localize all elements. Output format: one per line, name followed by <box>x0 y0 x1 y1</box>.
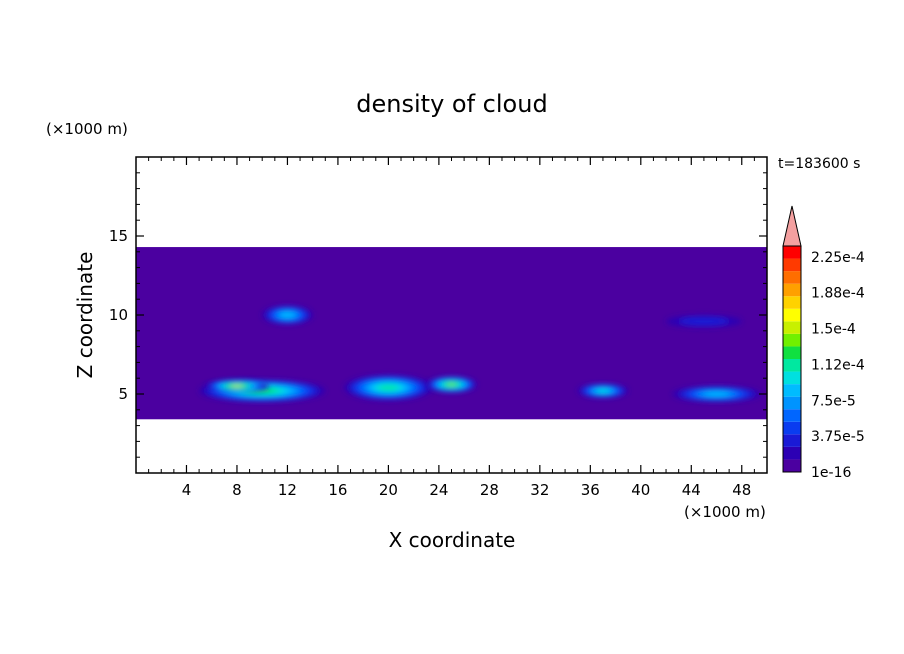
cloud-feature <box>577 383 629 398</box>
colorbar-segment <box>783 371 801 385</box>
x-axis: 4 8 12 16 20 24 28 32 36 40 44 48 <box>148 157 755 499</box>
x-tick-label: 4 <box>182 481 192 499</box>
y-tick-label: 5 <box>118 385 128 403</box>
time-label: t=183600 s <box>778 156 860 172</box>
y-tick-label: 15 <box>109 227 128 245</box>
colorbar-segment <box>783 359 801 372</box>
cloud-feature <box>262 305 313 325</box>
colorbar-segment <box>783 346 801 359</box>
colorbar-label: 7.5e-5 <box>811 393 856 409</box>
x-axis-label: X coordinate <box>389 528 516 552</box>
colorbar-segment <box>783 296 801 309</box>
cloud-feature <box>205 379 269 393</box>
x-tick-label: 20 <box>379 481 398 499</box>
y-tick-label: 10 <box>109 306 128 324</box>
colorbar-segment <box>783 421 801 435</box>
colorbar-segment <box>783 459 801 472</box>
colorbar-segment <box>783 271 801 284</box>
cloud-contour <box>280 312 295 318</box>
colorbar-segment <box>783 258 801 272</box>
colorbar-label: 1.12e-4 <box>811 357 865 373</box>
x-tick-label: 32 <box>530 481 549 499</box>
colorbar-segment <box>783 384 801 397</box>
colorbar-label: 3.75e-5 <box>811 429 865 445</box>
x-tick-label: 36 <box>581 481 600 499</box>
colorbar-label: 1.5e-4 <box>811 322 856 338</box>
cloud-contour <box>446 383 457 386</box>
x-tick-label: 28 <box>480 481 499 499</box>
colorbar-frame <box>782 245 802 473</box>
colorbar-segment <box>783 283 801 297</box>
colorbar-label: 1.88e-4 <box>811 286 865 302</box>
cloud-density-field <box>136 247 767 420</box>
cloud-contour <box>678 317 730 326</box>
colorbar-extend-arrow <box>782 205 802 247</box>
colorbar-segment <box>783 446 801 460</box>
colorbar-segment <box>783 308 801 322</box>
x-tick-label: 40 <box>631 481 650 499</box>
colorbar-segment <box>783 321 801 334</box>
cloud-feature <box>426 376 477 393</box>
x-tick-label: 12 <box>278 481 297 499</box>
colorbar-segment <box>783 333 801 347</box>
chart-title: density of cloud <box>356 90 547 118</box>
x-tick-label: 48 <box>732 481 751 499</box>
cloud-contour <box>378 384 399 391</box>
colorbar-label: 1e-16 <box>811 465 851 481</box>
colorbar-segment <box>783 434 801 447</box>
colorbar-label: 2.25e-4 <box>811 250 865 266</box>
cloud-feature <box>666 315 742 328</box>
y-unit-label: (×1000 m) <box>46 120 128 138</box>
y-axis: 5 10 15 <box>109 172 767 458</box>
colorbar-segment <box>783 409 801 422</box>
x-tick-label: 8 <box>232 481 242 499</box>
x-unit-label: (×1000 m) <box>684 503 766 521</box>
colorbar-segment <box>783 246 801 259</box>
cloud-contour <box>596 389 610 393</box>
cloud-contour <box>231 385 243 388</box>
colorbar-segment <box>783 396 801 410</box>
colorbar: 1e-16 3.75e-5 7.5e-5 1.12e-4 1.5e-4 1.88e-4 2.… <box>782 205 865 481</box>
x-tick-label: 16 <box>328 481 347 499</box>
cloud-feature <box>344 375 433 401</box>
x-tick-label: 44 <box>682 481 701 499</box>
x-tick-label: 24 <box>429 481 448 499</box>
cloud-contour <box>703 391 730 397</box>
cloud-feature <box>672 386 761 402</box>
y-axis-label: Z coordinate <box>73 252 97 379</box>
